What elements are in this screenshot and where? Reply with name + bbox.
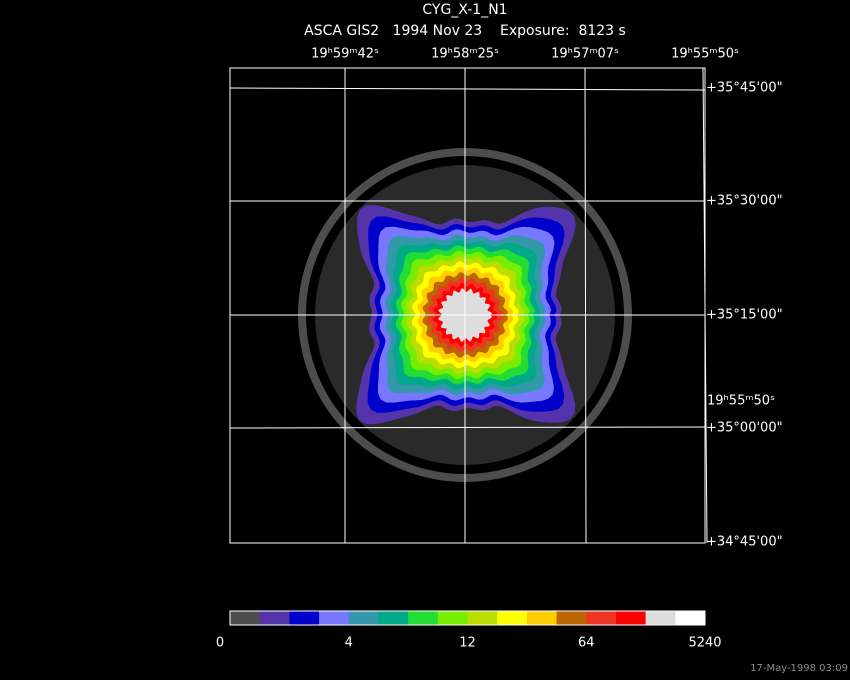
colorbar-swatch — [289, 611, 320, 625]
dec-label: +35°45'00" — [706, 81, 783, 96]
colorbar-label: 0 — [216, 636, 224, 651]
colorbar-frame — [229, 610, 706, 626]
ra-side-label: 19ʰ55ᵐ50ˢ — [707, 394, 775, 409]
coordinate-grid — [229, 67, 708, 544]
colorbar: 0 4 12 64 5240 — [216, 610, 722, 651]
grid-line — [584, 67, 587, 544]
grid-line — [702, 67, 708, 544]
colorbar-swatch — [586, 611, 617, 625]
colorbar-swatch — [408, 611, 439, 625]
sky-image — [298, 148, 632, 482]
colorbar-label: 12 — [459, 636, 476, 651]
dec-label: +35°30'00" — [706, 194, 783, 209]
dec-label: +34°45'00" — [706, 535, 783, 550]
colorbar-swatch — [437, 611, 468, 625]
coordinate-labels: 19ʰ59ᵐ42ˢ 19ʰ58ᵐ25ˢ 19ʰ57ᵐ07ˢ 19ʰ55ᵐ50ˢ 19ʰ5… — [311, 47, 783, 550]
colorbar-swatch — [230, 611, 261, 625]
colorbar-swatch — [675, 611, 706, 625]
timestamp: 17-May-1998 03:09 — [750, 663, 848, 674]
ra-label: 19ʰ57ᵐ07ˢ — [551, 47, 619, 62]
grid-line — [229, 426, 706, 429]
subtitle: ASCA GIS2 1994 Nov 23 Exposure: 8123 s — [304, 23, 626, 39]
ra-label: 19ʰ58ᵐ25ˢ — [431, 47, 499, 62]
title: CYG_X-1_N1 — [422, 2, 507, 18]
colorbar-label: 5240 — [688, 636, 721, 651]
colorbar-label: 4 — [345, 636, 353, 651]
colorbar-swatch — [526, 611, 558, 625]
colorbar-swatch — [259, 611, 290, 625]
ra-label: 19ʰ59ᵐ42ˢ — [311, 47, 379, 62]
colorbar-swatch — [348, 611, 379, 625]
ra-label: 19ʰ55ᵐ50ˢ — [671, 47, 739, 62]
grid-line — [229, 87, 706, 91]
colorbar-swatch — [556, 611, 587, 625]
dec-label: +35°00'00" — [706, 421, 783, 436]
colorbar-swatch — [378, 611, 409, 625]
colorbar-swatch — [319, 611, 350, 625]
colorbar-label: 64 — [578, 636, 595, 651]
colorbar-swatch — [497, 611, 528, 625]
dec-label: +35°15'00" — [706, 308, 783, 323]
colorbar-swatch — [615, 611, 647, 625]
colorbar-swatch — [645, 611, 676, 625]
colorbar-swatch — [467, 611, 498, 625]
